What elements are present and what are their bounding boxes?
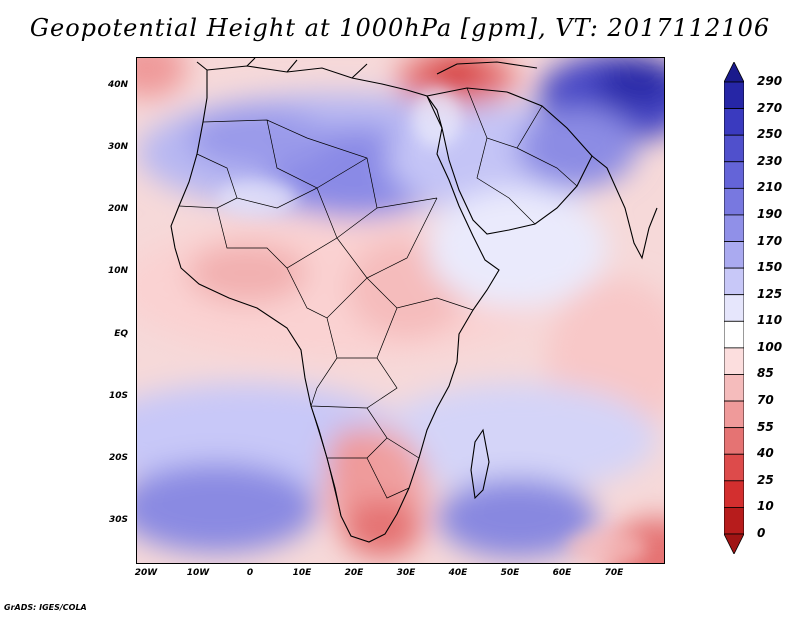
colorbar-label: 0 [757, 526, 766, 540]
middle-east-borders [466, 87, 578, 225]
lat-tick-10n: 10N [107, 266, 128, 276]
colorbar-label: 270 [757, 100, 783, 115]
colorbar-label: 230 [757, 153, 783, 168]
lat-tick-30n: 30N [107, 142, 128, 152]
colorbar-bottom-triangle [724, 533, 744, 554]
colorbar-segment [724, 161, 744, 189]
colorbar-segment [724, 453, 744, 482]
colorbar-label: 110 [757, 313, 783, 328]
colorbar-label: 10 [757, 499, 774, 514]
colorbar-label: 55 [757, 419, 774, 434]
lat-tick-30s: 30S [108, 515, 128, 525]
colorbar-segment [724, 480, 744, 508]
lon-tick-10w: 10W [186, 568, 210, 578]
colorbar-segment [724, 187, 744, 216]
lon-tick-20w: 20W [134, 568, 158, 578]
lon-tick-30e: 30E [396, 568, 416, 578]
colorbar-label: 210 [757, 180, 783, 195]
europe-coastline [196, 58, 538, 79]
colorbar-label: 190 [757, 206, 783, 221]
colorbar-segment [724, 347, 744, 375]
colorbar-segment [724, 108, 744, 136]
lon-tick-70e: 70E [604, 568, 624, 578]
contour-map [137, 58, 664, 563]
colorbar-label: 150 [757, 260, 783, 275]
height-field [137, 58, 664, 563]
african-borders [178, 119, 474, 517]
colorbar-label: 25 [757, 472, 774, 487]
lat-tick-eq: EQ [114, 329, 128, 339]
colorbar-segment [724, 267, 744, 296]
colorbar-label: 70 [757, 393, 774, 408]
colorbar-label: 250 [757, 127, 783, 142]
colorbar-segment [724, 427, 744, 455]
colorbar-segment [724, 81, 744, 109]
map-panel [136, 57, 665, 564]
lat-tick-10s: 10S [108, 391, 128, 401]
colorbar-label: 125 [757, 286, 783, 301]
colorbar-segment [724, 214, 744, 242]
lon-tick-10e: 10E [292, 568, 312, 578]
colorbar-label: 85 [757, 366, 774, 381]
colorbar [724, 62, 744, 554]
lon-tick-0: 0 [246, 568, 254, 578]
colorbar-segment [724, 507, 744, 535]
map-title: Geopotential Height at 1000hPa [gpm], VT… [29, 14, 771, 42]
colorbar-label: 290 [757, 74, 783, 88]
lon-tick-50e: 50E [500, 568, 520, 578]
arabia-coastline [426, 87, 593, 235]
grads-credit: GrADS: IGES/COLA [4, 603, 87, 612]
lon-tick-60e: 60E [552, 568, 572, 578]
lon-tick-40e: 40E [448, 568, 468, 578]
lon-tick-20e: 20E [344, 568, 364, 578]
lat-tick-20n: 20N [107, 204, 128, 214]
colorbar-segment [724, 241, 744, 269]
colorbar-segment [724, 400, 744, 429]
lat-tick-40n: 40N [107, 80, 128, 90]
colorbar-label: 40 [757, 446, 774, 461]
lat-tick-20s: 20S [108, 453, 128, 463]
madagascar-coastline [470, 428, 490, 500]
colorbar-segment [724, 320, 744, 349]
colorbar-segment [724, 294, 744, 322]
colorbar-segment [724, 134, 744, 163]
india-coastline [591, 155, 658, 260]
colorbar-label: 100 [757, 339, 783, 354]
colorbar-label: 170 [757, 233, 783, 248]
colorbar-segment [724, 374, 744, 402]
colorbar-top-triangle [724, 62, 744, 83]
country-borders [178, 87, 578, 517]
